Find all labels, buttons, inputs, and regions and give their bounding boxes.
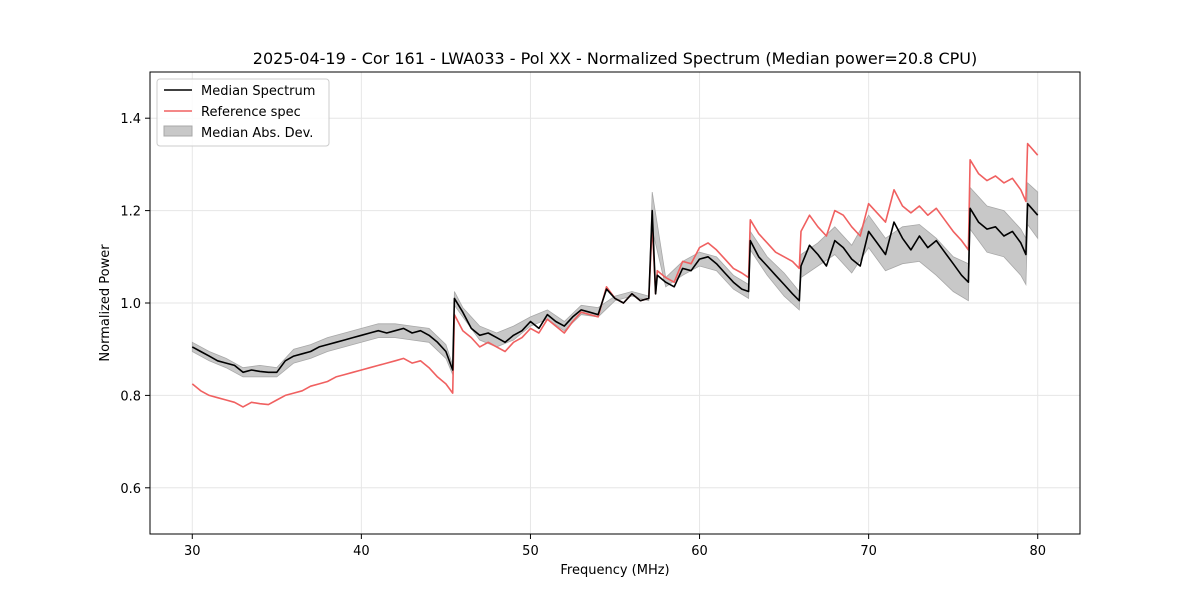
y-axis: 0.6 0.8 1.0 1.2 1.4 xyxy=(120,112,150,497)
chart-title: 2025-04-19 - Cor 161 - LWA033 - Pol XX -… xyxy=(253,49,977,68)
y-tick-label: 1.2 xyxy=(120,205,141,220)
x-tick-label: 80 xyxy=(1029,544,1046,559)
x-tick-label: 50 xyxy=(522,544,539,559)
y-tick-label: 0.8 xyxy=(120,389,141,404)
x-tick-label: 30 xyxy=(184,544,201,559)
grid-lines xyxy=(150,72,1080,534)
series-lines-layer xyxy=(191,142,1039,408)
legend-label-mad: Median Abs. Dev. xyxy=(201,126,313,141)
legend-label-reference: Reference spec xyxy=(201,105,301,120)
legend: Median Spectrum Reference spec Median Ab… xyxy=(156,78,330,147)
x-tick-label: 70 xyxy=(860,544,877,559)
y-axis-label: Normalized Power xyxy=(98,244,113,362)
x-tick-label: 40 xyxy=(353,544,370,559)
median-spectrum-line xyxy=(191,202,1039,374)
legend-box xyxy=(156,78,330,147)
y-tick-label: 1.4 xyxy=(120,112,141,127)
legend-swatch-mad xyxy=(163,125,193,137)
x-tick-label: 60 xyxy=(691,544,708,559)
legend-label-median: Median Spectrum xyxy=(201,84,315,99)
y-tick-label: 0.6 xyxy=(120,482,141,497)
y-tick-label: 1.0 xyxy=(120,297,141,312)
x-axis-label: Frequency (MHz) xyxy=(560,563,669,578)
x-axis: 30 40 50 60 70 80 xyxy=(184,534,1046,559)
